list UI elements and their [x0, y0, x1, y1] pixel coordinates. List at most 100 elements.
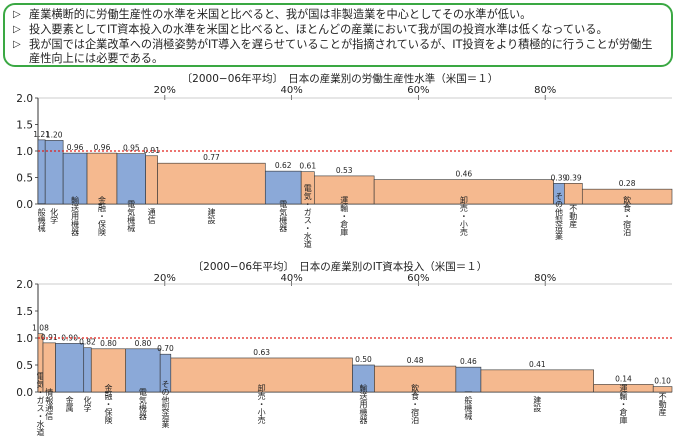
bar-category-label: 建設: [207, 207, 216, 225]
bar-value-label: 0.62: [275, 161, 292, 170]
bar-value-label: 0.14: [615, 374, 632, 383]
bar-value-label: 0.77: [203, 153, 220, 162]
y-tick-label: 2.0: [16, 93, 33, 105]
bar: [37, 139, 46, 205]
chart-title: 〔2000−06年平均〕 日本の産業別のIT資本投入（米国＝１）: [193, 260, 488, 273]
y-tick-label: 0.0: [16, 387, 33, 399]
bar-category-label: その他製造業: [554, 192, 563, 241]
y-tick-label: 0.0: [16, 199, 33, 211]
bar-category-label: その他製造業: [161, 380, 170, 429]
bar-value-label: 0.80: [135, 339, 152, 348]
triangle-right-icon: ▷: [13, 39, 21, 50]
x-percent-tick-label: 20%: [154, 85, 176, 96]
y-tick-label: 0.5: [16, 173, 33, 185]
bar-value-label: 0.48: [407, 356, 424, 365]
bar-category-label: 卸売・小売: [459, 195, 468, 237]
bar-value-label: 0.39: [551, 173, 568, 182]
x-percent-tick-label: 60%: [407, 273, 429, 284]
bar: [455, 366, 482, 393]
bar-category-label: 輸送用機器: [359, 383, 368, 425]
bar-category-label: 金属: [65, 395, 74, 413]
bar: [125, 348, 161, 393]
bar-category-label: 不動産: [658, 392, 667, 417]
triangle-right-icon: ▷: [13, 9, 21, 20]
bar-category-label: 通信: [147, 207, 156, 225]
summary-bullet-text: 我が国では企業改革への消極姿勢がIT導入を遅らせていることが指摘されているが、I…: [29, 38, 653, 65]
triangle-right-icon: ▷: [13, 24, 21, 35]
bar-category-label: 電気・ガス・水道: [36, 372, 45, 436]
bar: [42, 342, 56, 393]
bar-value-label: 0.80: [100, 339, 117, 348]
bar: [564, 183, 583, 205]
y-tick-label: 1.5: [16, 306, 33, 318]
bar-category-label: 一般機械: [37, 200, 46, 233]
bar-value-label: 0.91: [41, 333, 58, 342]
x-percent-tick-label: 40%: [280, 273, 302, 284]
y-tick-label: 0.5: [16, 360, 33, 372]
bar-category-label: 電気・ガス・水道: [303, 184, 312, 249]
y-tick-label: 1.0: [16, 333, 33, 345]
bar-value-label: 0.63: [253, 348, 270, 357]
summary-box: ▷ 産業横断的に労働生産性の水準を米国と比べると、我が国は非製造業を中心としてそ…: [3, 3, 673, 67]
bar-category-label: 電気機器: [279, 200, 288, 233]
bar: [170, 357, 353, 393]
x-percent-tick-label: 80%: [534, 273, 556, 284]
bar: [374, 365, 457, 393]
summary-bullet: ▷ 投入要素としてIT資本投入の水準を米国と比べると、ほとんどの産業において我が…: [13, 23, 663, 37]
bar: [480, 369, 594, 393]
bar: [44, 140, 64, 205]
chart-title: 〔2000−06年平均〕 日本の産業別の労働生産性水準（米国＝１）: [182, 72, 499, 85]
bar-category-label: 化学: [50, 207, 59, 224]
x-percent-tick-label: 20%: [154, 273, 176, 284]
bar-category-label: 電気機器: [138, 388, 147, 421]
bar-category-label: 卸売・小売: [257, 383, 266, 425]
bar-category-label: 一般機械: [464, 388, 473, 421]
bar-value-label: 0.91: [143, 146, 160, 155]
bar: [373, 179, 554, 205]
bar-value-label: 1.08: [32, 324, 49, 333]
bar-value-label: 0.96: [94, 143, 111, 152]
bar-category-label: 化学: [83, 395, 92, 412]
x-percent-tick-label: 40%: [280, 85, 302, 96]
summary-bullet-text: 投入要素としてIT資本投入の水準を米国と比べると、ほとんどの産業において我が国の…: [29, 23, 608, 36]
bar-category-label: 不動産: [569, 204, 578, 229]
bar-value-label: 0.95: [123, 144, 140, 153]
bar-value-label: 0.96: [67, 143, 84, 152]
bar-category-label: 金融・保険: [104, 383, 113, 425]
bar: [581, 188, 673, 205]
bar: [116, 153, 146, 205]
bar-value-label: 0.10: [654, 377, 671, 386]
bar: [86, 152, 118, 205]
bar-value-label: 0.61: [299, 162, 316, 171]
bar-category-label: 飲食・宿泊: [623, 195, 632, 237]
bar-category-label: 建設: [533, 395, 542, 413]
summary-bullet: ▷ 産業横断的に労働生産性の水準を米国と比べると、我が国は非製造業を中心としてそ…: [13, 8, 663, 22]
bar: [314, 175, 375, 205]
bar-value-label: 0.82: [79, 338, 96, 347]
bar: [264, 170, 302, 205]
bar-value-label: 0.90: [61, 333, 78, 342]
bar-category-label: 運輸・倉庫: [619, 384, 628, 425]
summary-bullet: ▷ 我が国では企業改革への消極姿勢がIT導入を遅らせていることが指摘されているが…: [13, 38, 663, 66]
bar-category-label: 飲食・宿泊: [411, 383, 420, 425]
bar-value-label: 0.70: [157, 344, 174, 353]
bar: [145, 155, 158, 205]
bar: [652, 386, 673, 393]
bar-category-label: 電気機械: [127, 200, 136, 233]
it-capital-chart: 〔2000−06年平均〕 日本の産業別のIT資本投入（米国＝１） 20% 40% 60…: [16, 260, 673, 436]
labor-productivity-chart: 〔2000−06年平均〕 日本の産業別の労働生産性水準（米国＝１） 20% 40% 6…: [16, 72, 673, 249]
bar-value-label: 0.46: [456, 170, 473, 179]
bar-value-label: 0.53: [336, 166, 353, 175]
bar-value-label: 1.20: [46, 130, 63, 139]
bar-value-label: 0.41: [529, 360, 546, 369]
y-tick-label: 1.5: [16, 120, 33, 132]
y-tick-label: 1.0: [16, 146, 33, 158]
bar-category-label: 情報通信: [45, 387, 54, 421]
summary-bullet-text: 産業横断的に労働生産性の水準を米国と比べると、我が国は非製造業を中心としてその水…: [29, 8, 532, 21]
bar-value-label: 0.50: [355, 355, 372, 364]
bar-category-label: 運輸・倉庫: [340, 196, 349, 237]
bar: [55, 343, 85, 393]
y-tick-label: 2.0: [16, 279, 33, 291]
x-percent-tick-label: 80%: [534, 85, 556, 96]
bar: [90, 348, 127, 393]
